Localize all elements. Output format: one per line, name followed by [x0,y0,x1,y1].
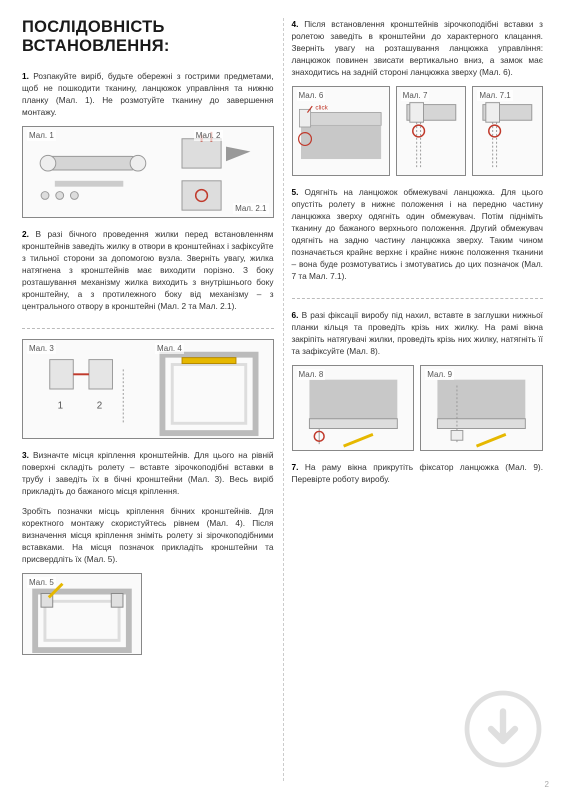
fig1-label: Мал. 1 [27,130,56,141]
figure-3-4-box: Мал. 3 Мал. 4 1 2 [22,339,274,439]
fig21-label: Мал. 2.1 [233,203,268,214]
step-6-num: 6. [292,310,299,320]
figure-71-box: Мал. 7.1 [472,86,543,176]
step-7-body: На раму вікна прикрутіть фіксатор ланцюж… [292,462,544,484]
fig6-label: Мал. 6 [297,90,326,101]
step-4-text: 4. Після встановлення кронштейнів зірочк… [292,18,544,78]
figure-7-box: Мал. 7 [396,86,467,176]
step-7-text: 7. На раму вікна прикрутіть фіксатор лан… [292,461,544,485]
fig7-label: Мал. 7 [401,90,430,101]
right-column: 4. Після встановлення кронштейнів зірочк… [292,18,544,781]
left-column: ПОСЛІДОВНІСТЬ ВСТАНОВЛЕННЯ: 1. Розпакуйт… [22,18,274,781]
click-label: click [315,104,328,111]
figure-8-9-row: Мал. 8 Мал. 9 [292,365,544,451]
step-1-text: 1. Розпакуйте виріб, будьте обережні з г… [22,70,274,118]
svg-text:2: 2 [97,401,102,412]
fig8-label: Мал. 8 [297,369,326,380]
step-3b-text: Зробіть позначки місць кріплення бічних … [22,505,274,565]
step-3a-text: 3. Визначте місця кріплення кронштейнів.… [22,449,274,497]
fig71-label: Мал. 7.1 [477,90,512,101]
figure-1-2-box: Мал. 1 Мал. 2 Мал. 2.1 [22,126,274,218]
step-6-text: 6. В разі фіксації виробу під нахил, вст… [292,309,544,357]
column-divider [283,18,284,781]
step-5-text: 5. Одягніть на ланцюжок обмежувачі ланцю… [292,186,544,282]
step-3b-body: Зробіть позначки місць кріплення бічних … [22,506,274,564]
figure-6-box: Мал. 6 click [292,86,390,176]
page-title: ПОСЛІДОВНІСТЬ ВСТАНОВЛЕННЯ: [22,18,274,56]
divider-2 [292,298,544,299]
step-4-num: 4. [292,19,299,29]
fig3-label: Мал. 3 [27,343,56,354]
step-4-body: Після встановлення кронштейнів зірочкопо… [292,19,544,77]
fig5-label: Мал. 5 [27,577,56,588]
svg-text:1: 1 [58,401,63,412]
divider-1 [22,328,274,329]
fig3-4-illustration: 1 2 [23,340,273,438]
step-5-num: 5. [292,187,299,197]
figure-9-box: Мал. 9 [420,365,543,451]
step-2-num: 2. [22,229,29,239]
figure-8-box: Мал. 8 [292,365,415,451]
figure-6-7-row: Мал. 6 click Мал. 7 [292,86,544,176]
step-2-body: В разі бічного проведення жилки перед вс… [22,229,274,311]
step-2-text: 2. В разі бічного проведення жилки перед… [22,228,274,312]
step-6-body: В разі фіксації виробу під нахил, вставт… [292,310,544,356]
step-3-num: 3. [22,450,29,460]
step-7-num: 7. [292,462,299,472]
fig9-label: Мал. 9 [425,369,454,380]
fig4-label: Мал. 4 [155,343,184,354]
fig2-label: Мал. 2 [194,130,223,141]
step-1-body: Розпакуйте виріб, будьте обережні з гост… [22,71,274,117]
step-5-body: Одягніть на ланцюжок обмежувачі ланцюжка… [292,187,544,281]
figure-5-box: Мал. 5 [22,573,142,655]
step-1-num: 1. [22,71,29,81]
step-3a-body: Визначте місця кріплення кронштейнів. Дл… [22,450,274,496]
page-number: 2 [545,780,549,789]
